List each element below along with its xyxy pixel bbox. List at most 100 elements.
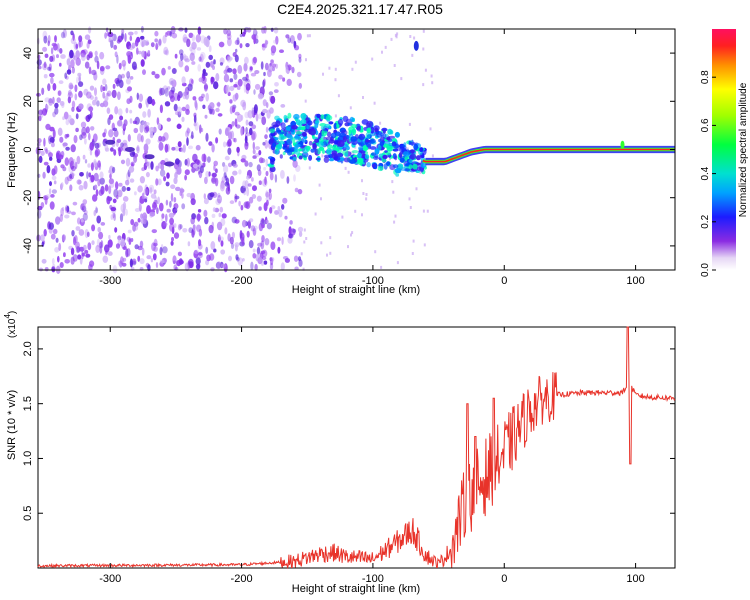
noise-blob bbox=[223, 69, 228, 75]
noise-blob bbox=[191, 61, 196, 65]
noise-blob bbox=[289, 220, 293, 225]
noise-blob bbox=[287, 37, 292, 44]
noise-speck bbox=[393, 220, 396, 224]
noise-blob bbox=[59, 62, 62, 67]
noise-blob bbox=[115, 243, 121, 249]
noise-speck bbox=[422, 83, 425, 87]
noise-blob bbox=[178, 60, 184, 68]
noise-blob bbox=[192, 224, 196, 231]
noise-blob bbox=[205, 61, 211, 68]
noise-blob bbox=[94, 142, 100, 149]
noise-blob bbox=[56, 54, 59, 59]
ridge-cloud bbox=[278, 134, 286, 141]
noise-blob bbox=[99, 65, 105, 72]
noise-blob bbox=[182, 228, 188, 233]
noise-blob bbox=[94, 184, 98, 190]
ridge-cloud bbox=[325, 115, 333, 121]
noise-blob bbox=[166, 86, 171, 90]
noise-blob bbox=[100, 84, 103, 93]
noise-blob bbox=[213, 164, 216, 171]
noise-blob bbox=[261, 224, 265, 229]
noise-speck bbox=[303, 228, 306, 232]
noise-blob bbox=[57, 255, 60, 263]
noise-blob bbox=[145, 171, 150, 178]
noise-blob bbox=[215, 168, 218, 174]
noise-blob bbox=[128, 31, 134, 36]
noise-blob bbox=[190, 198, 196, 206]
noise-blob bbox=[208, 54, 213, 61]
ridge-cloud bbox=[269, 128, 275, 134]
snr-x-ticks: -300 -200 -100 0 100 bbox=[99, 327, 645, 585]
ridge-cloud bbox=[364, 154, 370, 160]
noise-speck bbox=[351, 231, 354, 235]
noise-blob bbox=[61, 234, 66, 242]
noise-blob bbox=[152, 204, 158, 208]
snr-y-ticks: 0.5 1.0 1.5 2.0 bbox=[22, 341, 675, 521]
ridge-cloud bbox=[351, 150, 359, 154]
noise-blob bbox=[264, 176, 267, 185]
noise-blob bbox=[94, 96, 98, 101]
noise-blob bbox=[47, 66, 51, 71]
noise-speck bbox=[371, 57, 374, 61]
noise-blob bbox=[244, 141, 249, 150]
noise-blob bbox=[85, 126, 90, 134]
noise-speck bbox=[392, 190, 395, 194]
noise-blob bbox=[193, 122, 197, 127]
noise-blob bbox=[130, 238, 134, 242]
x-tick-label: -200 bbox=[231, 573, 253, 585]
noise-blob bbox=[108, 169, 112, 174]
noise-blob bbox=[69, 184, 73, 192]
noise-blob bbox=[243, 191, 246, 196]
noise-blob bbox=[48, 152, 53, 158]
noise-blob bbox=[84, 249, 89, 254]
noise-blob bbox=[214, 177, 219, 187]
noise-blob bbox=[125, 179, 130, 186]
noise-blob bbox=[298, 53, 302, 59]
ridge-cloud bbox=[315, 157, 321, 161]
noise-blob bbox=[126, 187, 131, 191]
noise-blob bbox=[263, 202, 268, 212]
noise-blob bbox=[227, 139, 232, 147]
noise-blob bbox=[71, 230, 75, 237]
noise-blob bbox=[240, 158, 246, 163]
noise-blob bbox=[177, 94, 181, 102]
noise-blob bbox=[192, 153, 198, 163]
noise-blob bbox=[236, 85, 241, 90]
ridge-cloud bbox=[419, 147, 424, 152]
noise-blob bbox=[106, 195, 111, 205]
noise-blob bbox=[245, 119, 249, 126]
noise-blob bbox=[244, 111, 250, 119]
noise-blob bbox=[186, 38, 191, 48]
noise-blob bbox=[111, 89, 117, 99]
noise-blob bbox=[222, 162, 226, 167]
noise-blob bbox=[203, 193, 206, 200]
noise-blob bbox=[116, 54, 119, 64]
noise-blob bbox=[252, 253, 257, 259]
ridge-cloud bbox=[381, 158, 387, 163]
noise-blob bbox=[288, 233, 294, 239]
x-tick-label: 0 bbox=[501, 275, 507, 287]
noise-blob bbox=[184, 65, 190, 73]
ridge-cloud bbox=[374, 127, 378, 132]
ridge-cloud bbox=[392, 164, 399, 169]
noise-blob bbox=[220, 263, 227, 268]
noise-blob bbox=[94, 148, 101, 157]
noise-blob bbox=[88, 26, 92, 34]
noise-blob bbox=[263, 71, 266, 77]
noise-blob bbox=[218, 41, 225, 48]
noise-blob bbox=[188, 32, 194, 38]
noise-blob bbox=[232, 170, 238, 176]
noise-blob bbox=[73, 55, 77, 61]
noise-blob bbox=[97, 226, 101, 233]
noise-blob bbox=[263, 260, 268, 265]
noise-blob bbox=[188, 145, 193, 150]
noise-blob bbox=[151, 242, 156, 252]
y-tick-label: 1.0 bbox=[22, 451, 34, 466]
noise-blob bbox=[163, 176, 167, 182]
noise-blob bbox=[70, 165, 76, 172]
noise-speck bbox=[411, 53, 414, 57]
noise-blob bbox=[249, 127, 253, 136]
noise-blob bbox=[205, 170, 210, 178]
noise-blob bbox=[253, 225, 258, 231]
